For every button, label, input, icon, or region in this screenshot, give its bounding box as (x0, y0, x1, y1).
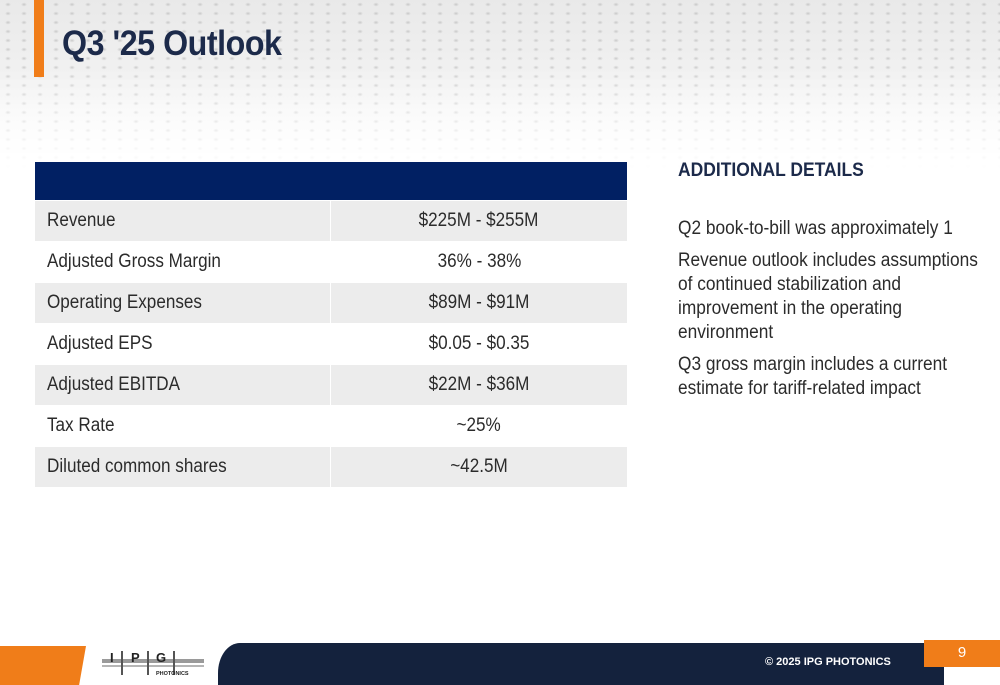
row-value: $89M - $91M (331, 283, 627, 323)
row-value: ~25% (456, 415, 502, 436)
row-label: Revenue (35, 201, 330, 241)
footer-accent (0, 646, 86, 685)
row-value: 36% - 38% (437, 251, 521, 272)
row-label: Diluted common shares (35, 447, 330, 487)
table-header (35, 162, 627, 200)
table-row: Adjusted EPS $0.05 - $0.35 (35, 324, 627, 364)
title-accent-bar (34, 0, 44, 77)
page-number-box (924, 640, 1000, 667)
details-heading: ADDITIONAL DETAILS (678, 160, 864, 181)
row-label: Adjusted EPS (47, 333, 153, 354)
ipg-logo: I P G PHOTONICS (100, 647, 206, 679)
table-row: Adjusted Gross Margin 36% - 38% (35, 242, 627, 282)
row-value: ~42.5M (331, 447, 627, 487)
footer-bar (218, 643, 944, 685)
detail-item: Q3 gross margin includes a current estim… (678, 354, 948, 399)
table-row: Operating Expenses $89M - $91M (35, 283, 627, 323)
logo-subtext: PHOTONICS (156, 671, 189, 677)
outlook-table: Revenue $225M - $255M Adjusted Gross Mar… (35, 162, 627, 488)
table-row: Adjusted EBITDA $22M - $36M (35, 365, 627, 405)
logo-letter: P (131, 650, 140, 665)
row-value: $22M - $36M (331, 365, 627, 405)
table-row: Tax Rate ~25% (35, 406, 627, 446)
copyright-text: © 2025 IPG PHOTONICS (765, 656, 891, 668)
table-row: Diluted common shares ~42.5M (35, 447, 627, 487)
header-background (0, 0, 1000, 170)
detail-item: Q2 book-to-bill was approximately 1 (678, 218, 953, 239)
row-label: Operating Expenses (35, 283, 330, 323)
logo-letter: G (156, 650, 166, 665)
row-label: Adjusted EBITDA (35, 365, 330, 405)
page-number: 9 (957, 644, 967, 661)
row-value: $0.05 - $0.35 (428, 333, 530, 354)
detail-item: Revenue outlook includes assumptions of … (678, 250, 978, 343)
row-label: Tax Rate (47, 415, 115, 436)
slide-title: Q3 '25 Outlook (62, 24, 282, 63)
logo-letter: I (110, 650, 114, 665)
additional-details: ADDITIONAL DETAILS Q2 book-to-bill was a… (678, 160, 978, 409)
table-row: Revenue $225M - $255M (35, 201, 627, 241)
row-label: Adjusted Gross Margin (47, 251, 221, 272)
row-value: $225M - $255M (331, 201, 627, 241)
